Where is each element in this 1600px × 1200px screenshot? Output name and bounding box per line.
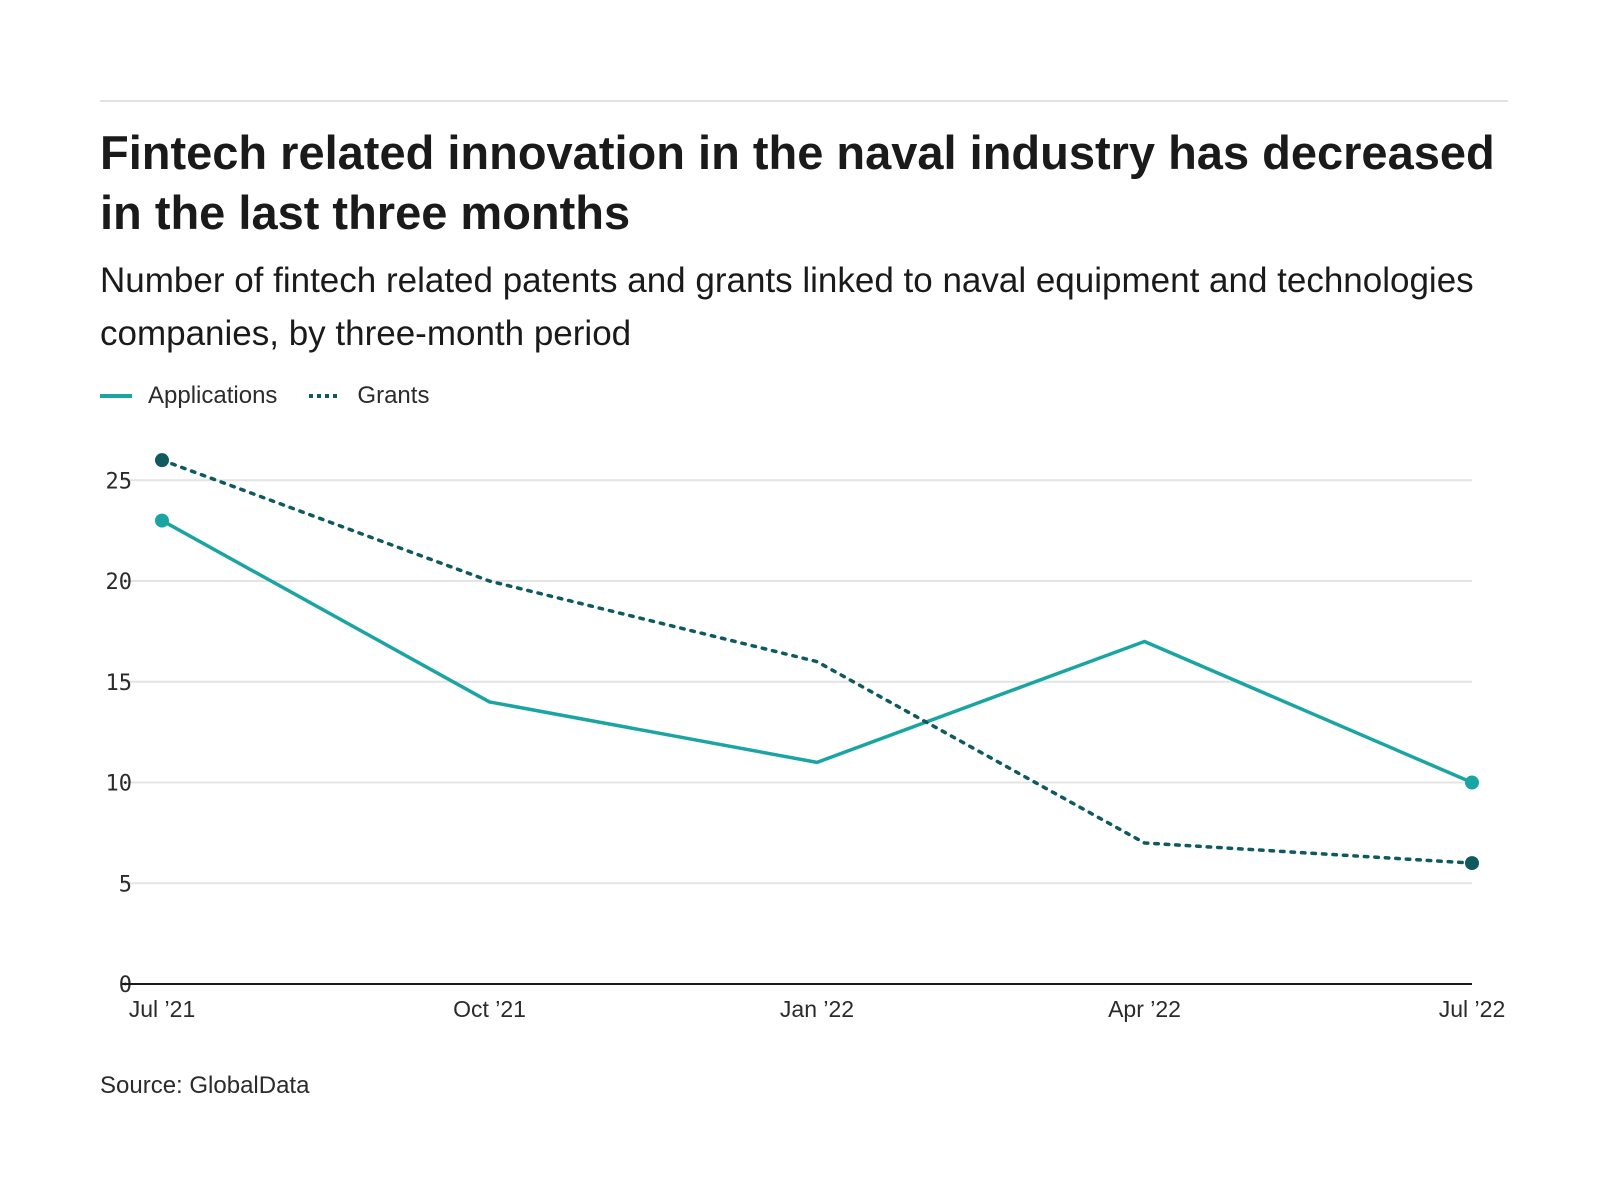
legend-item-applications: Applications bbox=[100, 382, 277, 410]
legend-label-applications: Applications bbox=[148, 382, 278, 409]
y-tick-label-20: 20 bbox=[106, 570, 133, 595]
x-tick-label-3: Apr ’22 bbox=[1108, 996, 1181, 1022]
y-tick-label-0: 0 bbox=[119, 973, 132, 998]
legend-swatch-applications bbox=[100, 394, 132, 398]
x-tick-label-0: Jul ’21 bbox=[129, 996, 195, 1022]
series-line-applications bbox=[161, 519, 1473, 785]
x-tick-label-4: Jul ’22 bbox=[1439, 996, 1505, 1022]
data-point-grants-0 bbox=[155, 453, 169, 468]
legend-item-grants: Grants bbox=[309, 382, 429, 410]
legend-swatch-grants bbox=[309, 394, 342, 398]
x-tick-label-1: Oct ’21 bbox=[453, 996, 526, 1022]
chart-subtitle: Number of fintech related patents and gr… bbox=[100, 261, 1474, 353]
data-point-applications-0 bbox=[155, 513, 169, 528]
series-line-grants bbox=[160, 458, 1474, 865]
legend-label-grants: Grants bbox=[357, 382, 430, 409]
y-tick-label-10: 10 bbox=[106, 772, 133, 797]
y-tick-label-25: 25 bbox=[106, 469, 133, 494]
source-note: Source: GlobalData bbox=[100, 1072, 310, 1099]
data-point-grants-4 bbox=[1465, 856, 1479, 871]
y-tick-label-5: 5 bbox=[119, 872, 132, 897]
data-point-applications-4 bbox=[1465, 775, 1479, 790]
y-tick-label-15: 15 bbox=[106, 671, 133, 696]
legend: Applications Grants bbox=[100, 378, 461, 414]
top-divider bbox=[100, 100, 1508, 102]
x-tick-label-2: Jan ’22 bbox=[780, 996, 854, 1022]
chart-title: Fintech related innovation in the naval … bbox=[100, 126, 1495, 239]
